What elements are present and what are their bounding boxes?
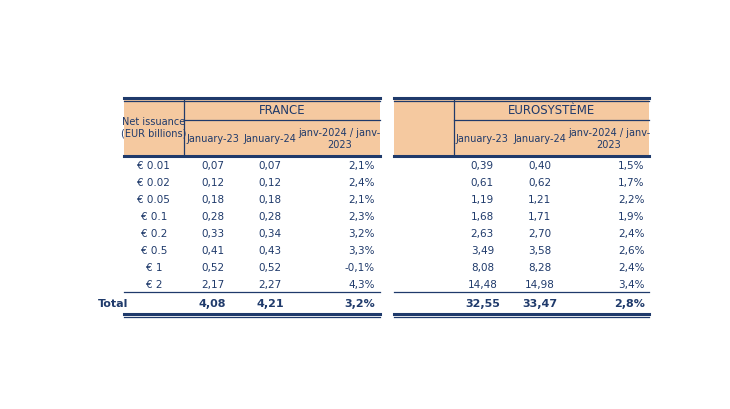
Text: € 2: € 2 bbox=[145, 279, 162, 289]
Bar bbox=[393, 99, 649, 157]
Text: Net issuance
(EUR billions): Net issuance (EUR billions) bbox=[121, 117, 187, 139]
Text: 2,4%: 2,4% bbox=[618, 262, 645, 272]
Text: 4,08: 4,08 bbox=[199, 298, 226, 308]
Text: -0,1%: -0,1% bbox=[345, 262, 375, 272]
Text: 2,4%: 2,4% bbox=[618, 228, 645, 238]
Bar bbox=[124, 276, 380, 292]
Bar bbox=[124, 191, 380, 208]
Bar bbox=[124, 157, 380, 173]
Text: 0,12: 0,12 bbox=[201, 177, 224, 187]
Bar bbox=[393, 208, 649, 225]
Text: 8,08: 8,08 bbox=[471, 262, 494, 272]
Text: 3,49: 3,49 bbox=[471, 245, 494, 255]
Text: 2,1%: 2,1% bbox=[348, 160, 375, 170]
Bar bbox=[124, 208, 380, 225]
Text: 14,98: 14,98 bbox=[525, 279, 555, 289]
Text: January-24: January-24 bbox=[513, 134, 566, 144]
Text: 1,7%: 1,7% bbox=[618, 177, 645, 187]
Text: 1,19: 1,19 bbox=[471, 194, 494, 204]
Bar bbox=[393, 173, 649, 191]
Text: 1,71: 1,71 bbox=[529, 211, 552, 221]
Text: 0,33: 0,33 bbox=[201, 228, 224, 238]
Text: € 0.5: € 0.5 bbox=[141, 245, 167, 255]
Bar bbox=[124, 225, 380, 242]
Text: 32,55: 32,55 bbox=[465, 298, 500, 308]
Bar bbox=[393, 157, 649, 173]
Text: 3,58: 3,58 bbox=[529, 245, 552, 255]
Text: 1,68: 1,68 bbox=[471, 211, 494, 221]
Text: € 1: € 1 bbox=[145, 262, 162, 272]
Text: 0,12: 0,12 bbox=[258, 177, 282, 187]
Text: 0,41: 0,41 bbox=[201, 245, 224, 255]
Bar bbox=[124, 292, 380, 314]
Bar bbox=[393, 292, 649, 314]
Text: January-23: January-23 bbox=[456, 134, 509, 144]
Text: € 0.02: € 0.02 bbox=[137, 177, 170, 187]
Bar bbox=[124, 99, 380, 157]
Text: 4,21: 4,21 bbox=[256, 298, 284, 308]
Text: 0,40: 0,40 bbox=[529, 160, 551, 170]
Text: 0,62: 0,62 bbox=[529, 177, 551, 187]
Text: 0,28: 0,28 bbox=[201, 211, 224, 221]
Text: € 0.01: € 0.01 bbox=[137, 160, 170, 170]
Text: 2,17: 2,17 bbox=[201, 279, 224, 289]
Text: January-24: January-24 bbox=[244, 134, 296, 144]
Text: € 0.1: € 0.1 bbox=[141, 211, 167, 221]
Bar bbox=[393, 258, 649, 276]
Text: FRANCE: FRANCE bbox=[258, 103, 305, 116]
Bar bbox=[393, 242, 649, 258]
Text: 2,6%: 2,6% bbox=[618, 245, 645, 255]
Text: 2,4%: 2,4% bbox=[348, 177, 375, 187]
Text: EUROSYSTÈME: EUROSYSTÈME bbox=[508, 103, 595, 116]
Text: 14,48: 14,48 bbox=[467, 279, 497, 289]
Text: 2,70: 2,70 bbox=[529, 228, 551, 238]
Text: 3,2%: 3,2% bbox=[348, 228, 375, 238]
Text: 2,3%: 2,3% bbox=[348, 211, 375, 221]
Text: 0,52: 0,52 bbox=[258, 262, 282, 272]
Text: 3,4%: 3,4% bbox=[618, 279, 645, 289]
Text: 2,63: 2,63 bbox=[471, 228, 494, 238]
Text: 4,3%: 4,3% bbox=[348, 279, 375, 289]
Bar bbox=[393, 191, 649, 208]
Text: 1,9%: 1,9% bbox=[618, 211, 645, 221]
Bar bbox=[393, 225, 649, 242]
Text: 2,27: 2,27 bbox=[258, 279, 282, 289]
Text: 33,47: 33,47 bbox=[523, 298, 558, 308]
Text: 2,8%: 2,8% bbox=[614, 298, 645, 308]
Text: 1,5%: 1,5% bbox=[618, 160, 645, 170]
Text: 0,07: 0,07 bbox=[258, 160, 282, 170]
Text: 2,1%: 2,1% bbox=[348, 194, 375, 204]
Text: 2,2%: 2,2% bbox=[618, 194, 645, 204]
Text: 0,34: 0,34 bbox=[258, 228, 282, 238]
Text: 0,61: 0,61 bbox=[471, 177, 494, 187]
Bar bbox=[124, 242, 380, 258]
Text: 8,28: 8,28 bbox=[529, 262, 552, 272]
Text: January-23: January-23 bbox=[186, 134, 239, 144]
Text: janv-2024 / janv-
2023: janv-2024 / janv- 2023 bbox=[298, 128, 380, 149]
Text: 0,28: 0,28 bbox=[258, 211, 282, 221]
Text: 3,2%: 3,2% bbox=[344, 298, 375, 308]
Text: € 0.05: € 0.05 bbox=[137, 194, 170, 204]
Text: 0,18: 0,18 bbox=[258, 194, 282, 204]
Text: € 0.2: € 0.2 bbox=[141, 228, 167, 238]
Bar bbox=[124, 258, 380, 276]
Text: 0,18: 0,18 bbox=[201, 194, 224, 204]
Text: 1,21: 1,21 bbox=[529, 194, 552, 204]
Text: 0,43: 0,43 bbox=[258, 245, 282, 255]
Text: 0,07: 0,07 bbox=[201, 160, 224, 170]
Text: Total: Total bbox=[97, 298, 128, 308]
Text: janv-2024 / janv-
2023: janv-2024 / janv- 2023 bbox=[568, 128, 650, 149]
Text: 0,39: 0,39 bbox=[471, 160, 494, 170]
Bar bbox=[124, 173, 380, 191]
Bar bbox=[393, 276, 649, 292]
Text: 0,52: 0,52 bbox=[201, 262, 224, 272]
Text: 3,3%: 3,3% bbox=[348, 245, 375, 255]
